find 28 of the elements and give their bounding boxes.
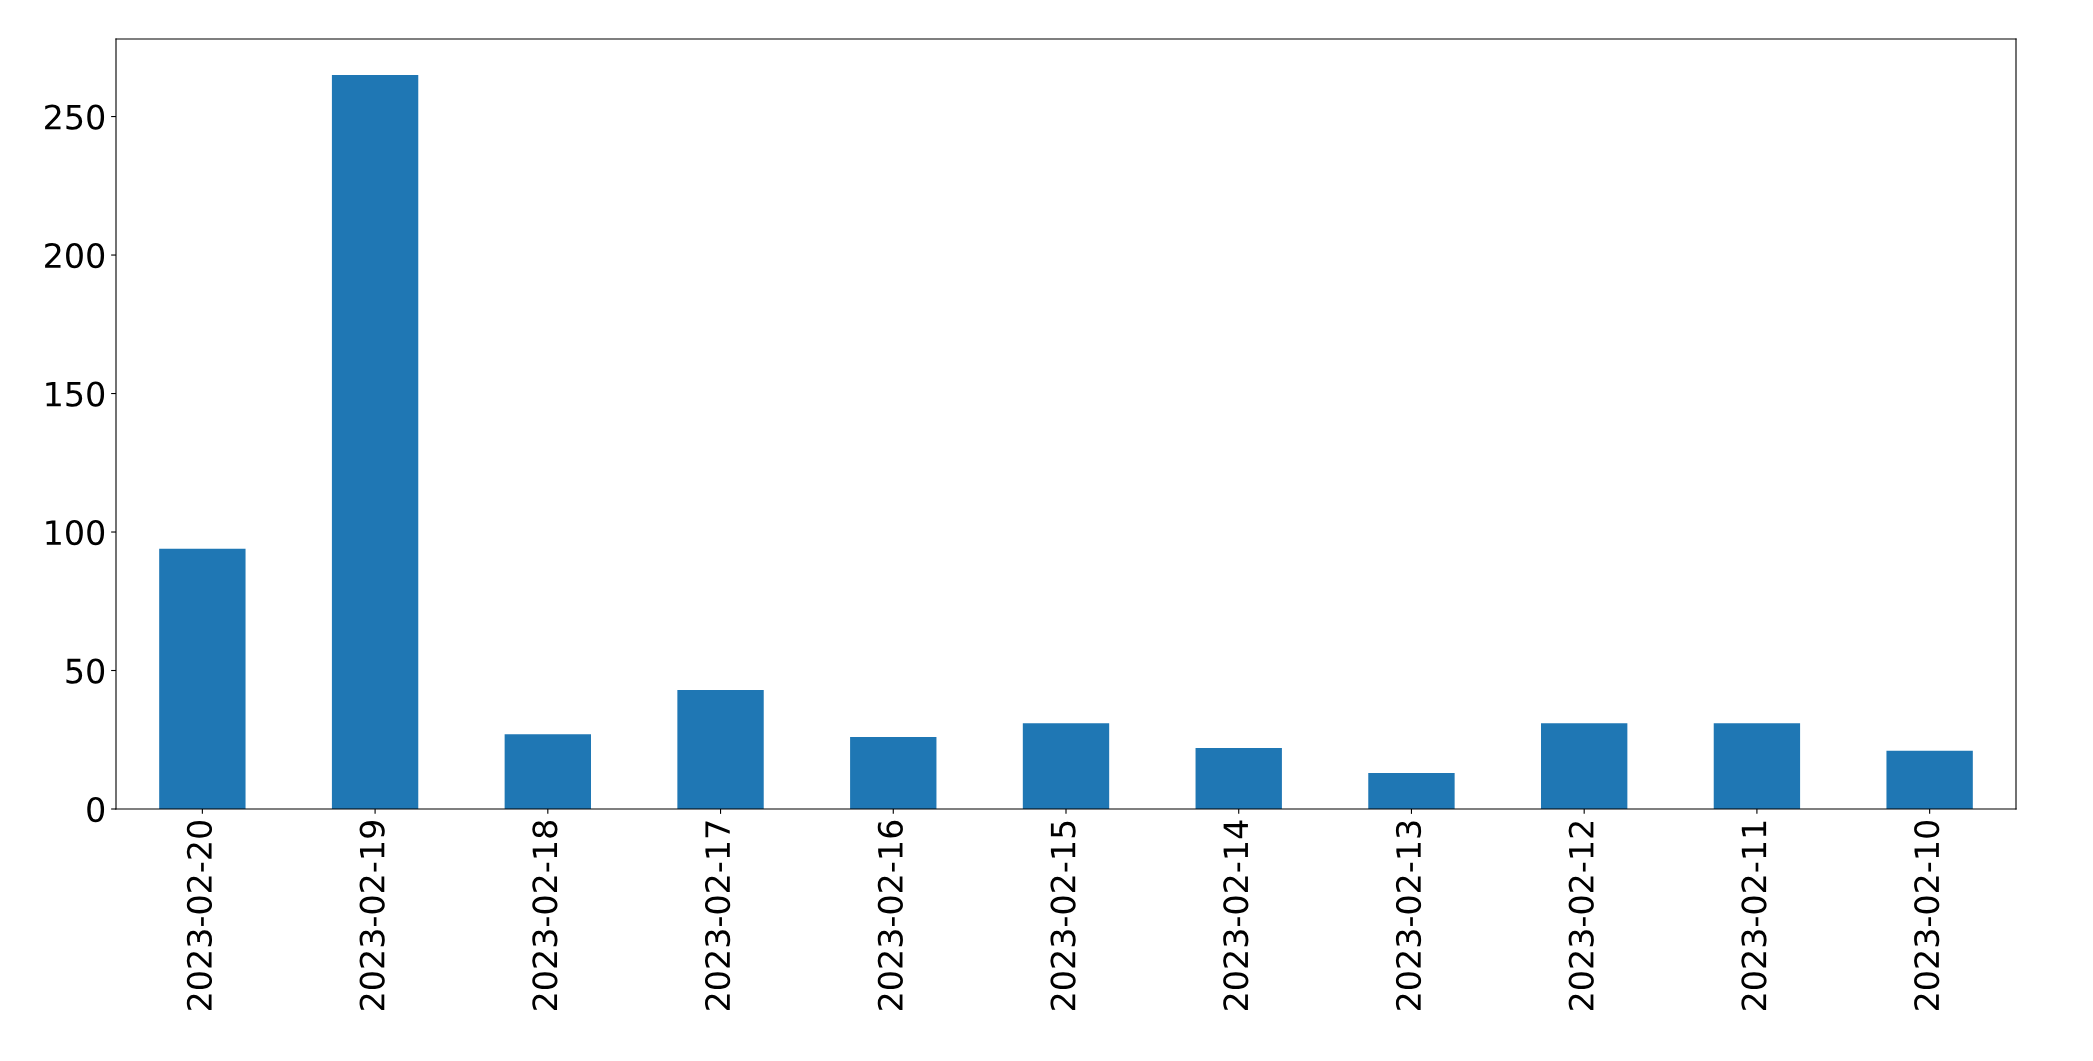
bar bbox=[1022, 723, 1110, 809]
x-tick-label: 2023-02-17 bbox=[705, 821, 731, 1010]
bar bbox=[159, 548, 246, 809]
bar bbox=[1886, 750, 1973, 809]
x-tick-label: 2023-02-18 bbox=[532, 821, 558, 1010]
y-tick-label: 150 bbox=[46, 381, 105, 407]
bar bbox=[1713, 723, 1801, 809]
bar bbox=[1368, 772, 1455, 809]
x-tick-label: 2023-02-16 bbox=[877, 820, 903, 1010]
x-tick-label: 2023-02-20 bbox=[186, 820, 213, 1010]
x-tick-label: 2023-02-10 bbox=[1914, 820, 1940, 1010]
x-tick-label: 2023-02-19 bbox=[359, 821, 385, 1010]
x-tick-label: 2023-02-13 bbox=[1395, 821, 1422, 1010]
bar bbox=[677, 689, 764, 809]
y-tick-label: 250 bbox=[45, 104, 105, 130]
bar bbox=[504, 734, 591, 809]
x-tick-label: 2023-02-12 bbox=[1568, 822, 1594, 1010]
bar bbox=[1541, 723, 1628, 809]
x-tick-label: 2023-02-11 bbox=[1741, 821, 1767, 1010]
y-tick-label: 100 bbox=[46, 519, 105, 546]
y-tick-label: 50 bbox=[66, 658, 105, 684]
bar bbox=[331, 75, 419, 809]
x-tick-label: 2023-02-15 bbox=[1050, 821, 1076, 1010]
bar bbox=[850, 736, 937, 809]
y-tick-label: 0 bbox=[87, 796, 105, 823]
bar bbox=[1195, 748, 1282, 809]
y-tick-label: 200 bbox=[45, 242, 105, 269]
x-tick-label: 2023-02-14 bbox=[1223, 820, 1249, 1010]
